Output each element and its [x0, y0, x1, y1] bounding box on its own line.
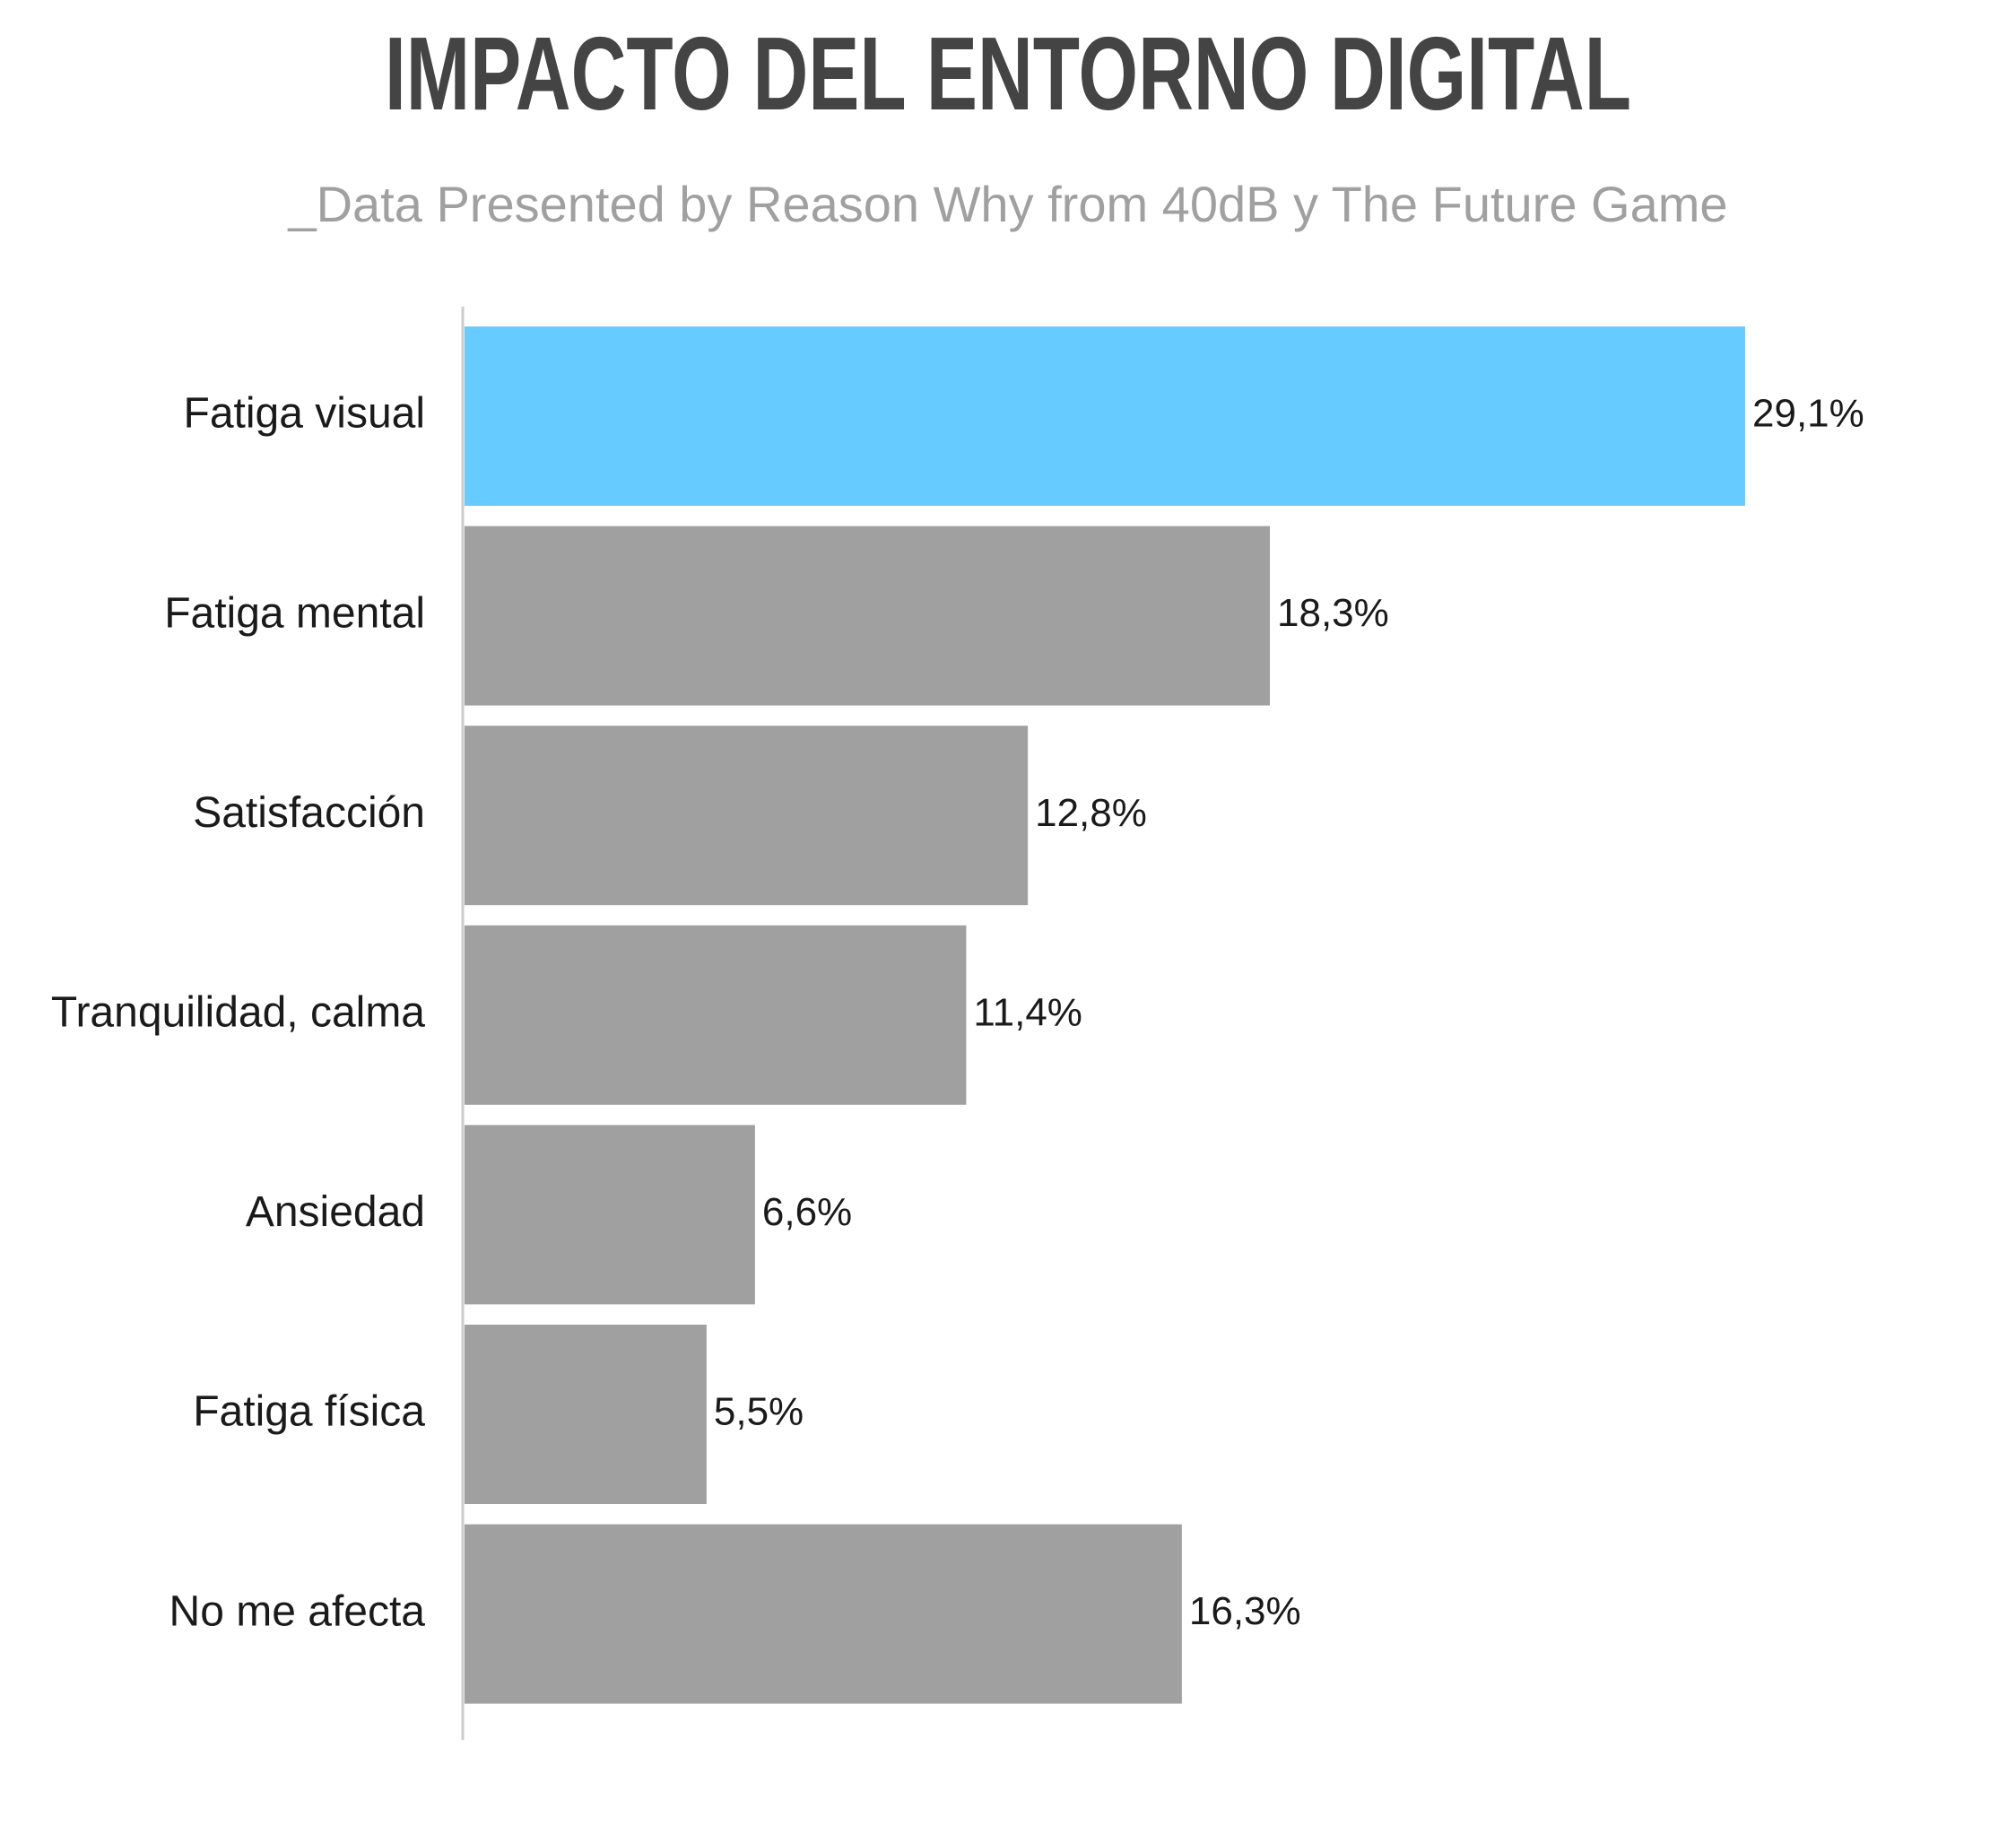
value-label-4: 11,4% — [973, 990, 1082, 1034]
labels-group: Fatiga visual 29,1% Fatiga mental 18,3% Sati… — [51, 390, 1864, 1636]
category-label-5: Ansiedad — [246, 1188, 425, 1236]
bar-4 — [465, 925, 967, 1105]
bar-2 — [465, 526, 1271, 706]
bar-5 — [465, 1125, 755, 1305]
bars-group — [465, 326, 1745, 1704]
value-label-7: 16,3% — [1189, 1589, 1301, 1633]
chart-title: IMPACTO DEL ENTORNO DIGITAL — [385, 15, 1631, 132]
bar-6 — [465, 1325, 707, 1504]
category-label-6: Fatiga física — [193, 1388, 425, 1436]
value-label-6: 5,5% — [714, 1390, 804, 1434]
value-label-5: 6,6% — [762, 1190, 852, 1234]
category-label-7: No me afecta — [169, 1587, 426, 1635]
category-label-3: Satisfacción — [193, 789, 425, 837]
category-label-4: Tranquilidad, calma — [51, 988, 425, 1036]
chart-subtitle: _Data Presented by Reason Why from 40dB … — [287, 176, 1727, 232]
value-label-1: 29,1% — [1752, 392, 1864, 436]
category-label-1: Fatiga visual — [184, 390, 425, 438]
bar-3 — [465, 726, 1029, 906]
bar-1 — [465, 326, 1745, 506]
value-label-3: 12,8% — [1035, 791, 1147, 835]
category-label-2: Fatiga mental — [164, 589, 425, 637]
bar-7 — [465, 1524, 1182, 1704]
value-label-2: 18,3% — [1277, 591, 1389, 635]
